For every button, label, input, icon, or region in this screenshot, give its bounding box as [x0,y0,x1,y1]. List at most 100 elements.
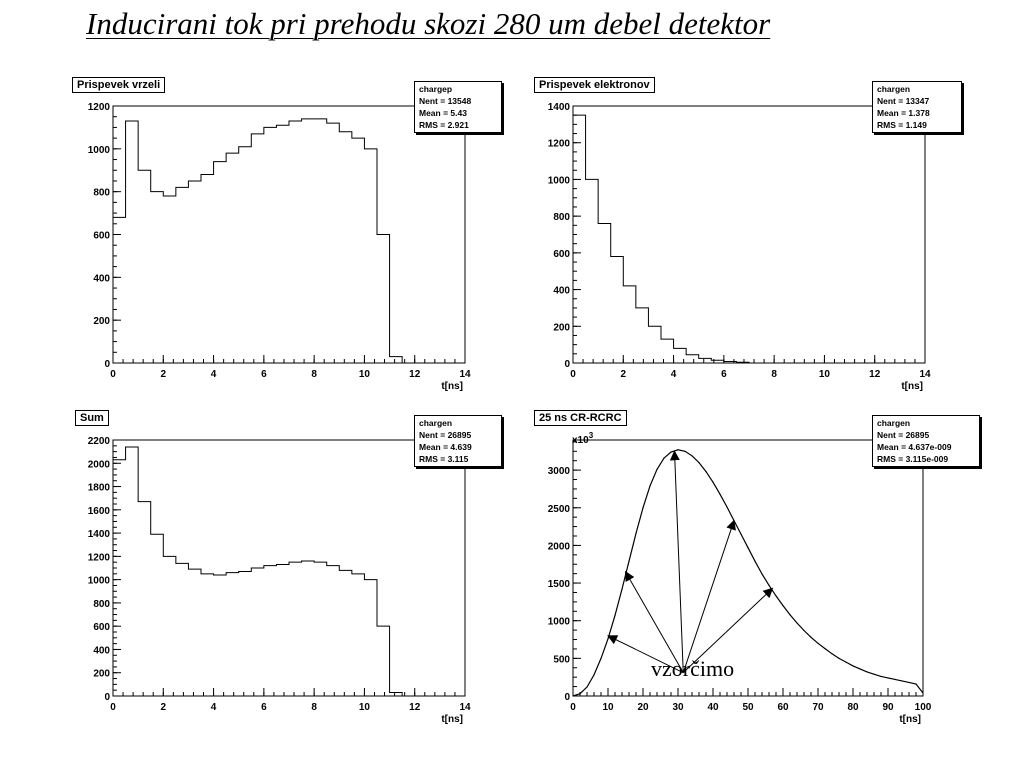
histogram-bin [151,192,164,363]
series-point [810,636,812,638]
series-point [614,614,616,617]
histogram-bin [674,348,687,363]
x-axis-label: t[ns] [901,381,923,392]
y-tick-label: 2000 [88,459,111,470]
y-tick-label: 1200 [548,139,571,150]
histogram-bin [598,223,611,363]
histogram-bin [586,179,599,363]
histogram-bin [636,308,649,363]
stats-mean: Mean = 1.378 [877,108,930,118]
histogram-bin [214,575,227,696]
x-tick-label: 0 [570,369,576,380]
series-point [782,605,784,607]
histogram-bin [138,502,151,696]
series-point [803,629,805,632]
y-tick-label: 1600 [88,506,111,517]
histogram-bin [126,447,139,696]
series-point [789,614,791,616]
histogram-bin [736,362,749,363]
y-tick-label: 400 [93,273,110,284]
sample-arrow [625,570,684,673]
x-tick-label: 2 [161,702,167,713]
series-line [572,449,924,697]
x-tick-label: 60 [777,702,789,713]
stats-rms: RMS = 3.115 [419,454,469,464]
y-tick-label: 1000 [548,175,571,186]
chart-holes: 0 2 4 6 8 10 12 14 0 200 400 600 800 1000 1200 t[ns] [88,102,471,392]
stats-mean: Mean = 4.639 [419,442,472,452]
y-tick-label: 1400 [88,529,111,540]
histogram-bin [239,571,252,696]
x-tick-label: 30 [672,702,684,713]
y-tick-label: 1200 [88,552,111,563]
x-tick-label: 6 [261,369,267,380]
histogram-bin [176,563,189,696]
x-tick-label: 4 [211,702,217,713]
series-point [593,674,595,676]
stats-rms: RMS = 3.115e-009 [877,454,949,464]
x-tick-label: 2 [621,369,627,380]
histogram-bin [327,123,340,363]
series-point [859,668,861,670]
x-tick-label: 4 [671,369,677,380]
histogram-bin [686,355,699,363]
y-tick-label: 600 [553,249,570,260]
chart-sum: 0 2 4 6 8 10 12 14 0 200 400 600 800 1000 1200 1400 1600… [88,436,471,725]
histogram-bin [163,556,176,696]
stats-mean: Mean = 4.637e-009 [877,442,952,452]
x-tick-label: 10 [602,702,614,713]
panel-holes: 0 2 4 6 8 10 12 14 0 200 400 600 800 1000 1200 t[ns] Pr… [70,74,510,394]
y-tick-label: 200 [93,669,110,680]
x-tick-label: 10 [359,702,371,713]
x-axis-label: t[ns] [899,714,921,725]
x-axis-label: t[ns] [441,381,463,392]
series-point [866,671,868,673]
y-tick-label: 1000 [88,576,111,587]
x-tick-label: 12 [869,369,881,380]
y-scale-label: x103 [572,431,594,446]
histogram-bin [623,286,636,363]
x-tick-label: 80 [847,702,859,713]
series-point [607,638,609,640]
chart-title: Sum [75,410,109,426]
series-point [845,661,847,663]
sample-arrow [682,587,774,674]
x-tick-label: 12 [409,369,421,380]
series-point [915,683,917,685]
stats-name: chargen [877,84,911,94]
stats-rms: RMS = 1.149 [877,120,927,130]
y-tick-label: 600 [93,622,110,633]
sample-arrow [669,450,684,673]
series-point [761,573,763,575]
histogram-bin [113,217,126,363]
histogram-bin [699,358,712,363]
histogram-bin [151,534,164,696]
stats-mean: Mean = 5.43 [419,108,467,118]
series-point [684,450,686,452]
y-tick-label: 0 [104,359,110,370]
histogram-bin [724,362,737,363]
y-tick-label: 1200 [88,102,111,113]
panel-shaper: 0 10 20 30 40 50 60 70 80 90 100 0 500 1000 1500 2000 25… [530,408,980,728]
series-point [635,532,637,534]
y-tick-label: 0 [564,359,570,370]
x-tick-label: 14 [919,369,931,380]
histogram-outline [112,446,415,697]
histogram-bin [314,119,327,363]
histogram-bin [188,569,201,696]
histogram-bin [339,570,352,696]
histogram-bin [113,460,126,696]
y-tick-label: 800 [93,599,110,610]
x-tick-label: 0 [110,369,116,380]
x-tick-label: 8 [771,369,777,380]
x-tick-label: 20 [637,702,649,713]
series-point [586,686,588,688]
histogram-bin [214,162,227,363]
histogram-bin [352,138,365,363]
series-point [628,560,630,562]
series-point [656,468,658,470]
histogram-bin [201,574,214,696]
series-point [698,461,700,464]
x-tick-label: 4 [211,369,217,380]
y-tick-label: 2200 [88,436,111,447]
